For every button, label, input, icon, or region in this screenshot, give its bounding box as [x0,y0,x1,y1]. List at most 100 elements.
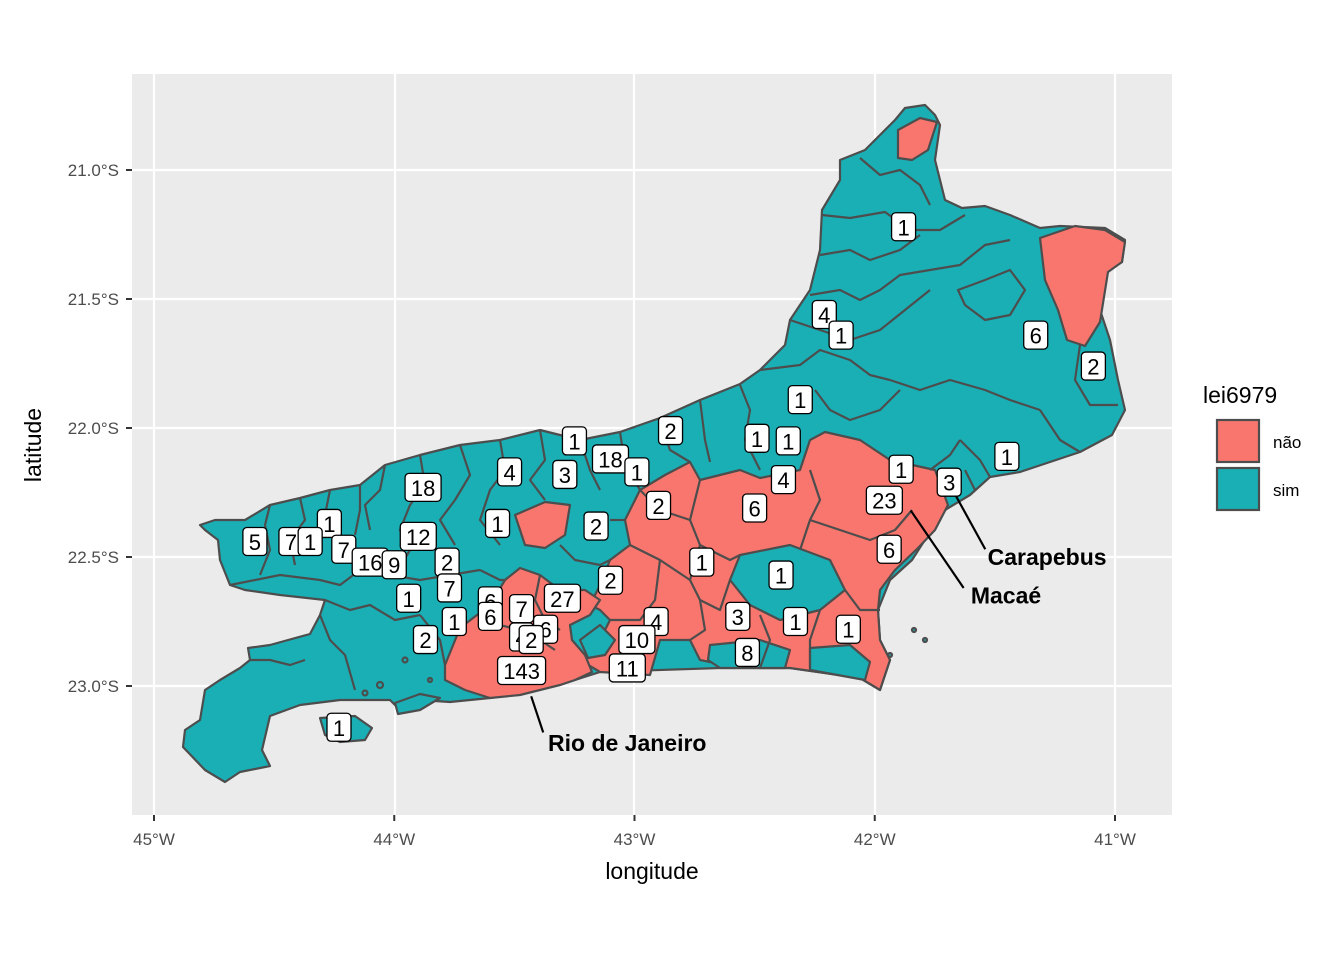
count-label-text: 2 [604,569,616,594]
count-label: 12 [399,521,437,552]
count-label: 143 [496,655,547,686]
count-label-text: 1 [448,610,460,635]
legend-key-sim [1215,466,1261,512]
count-label-box [689,547,715,577]
count-label-text: 1 [403,587,415,612]
count-label-box [624,457,650,487]
count-label: 27 [543,583,582,613]
y-tick-label: 22.5°S [68,548,119,567]
count-label-text: 8 [741,641,753,666]
count-label: 11 [608,653,646,683]
count-label: 2 [1080,351,1107,381]
count-label: 1 [888,454,914,484]
count-label-box [725,601,751,631]
count-label-text: 3 [559,463,571,488]
count-label-text: 18 [411,476,435,501]
x-tick-label: 42°W [854,830,896,849]
x-axis-title: longitude [605,858,698,884]
count-label: 9 [381,550,407,580]
count-label-box [543,583,582,613]
count-label-box [297,526,323,557]
count-label-text: 1 [782,429,794,454]
count-label: 2 [412,624,439,655]
count-label-text: 1 [631,460,643,485]
count-label-box [865,485,904,515]
count-label: 1 [624,457,650,487]
count-label: 3 [552,459,578,490]
count-label-text: 12 [406,525,430,550]
city-label: Macaé [971,583,1041,609]
count-label-text: 1 [304,530,316,555]
legend: lei6979 não sim [1203,382,1301,512]
count-label-box [441,606,467,637]
count-label: 16 [351,547,389,577]
count-label-text: 4 [503,460,515,485]
count-label-box [496,457,523,487]
count-label-box [552,459,578,490]
count-label-box [768,560,794,590]
count-label-text: 1 [323,512,335,537]
count-label-box [436,573,463,603]
count-label-box [775,426,801,456]
y-tick-label: 23.0°S [68,677,119,696]
count-label-box [242,526,268,557]
city-leader-line [953,491,987,550]
count-label-text: 23 [872,489,896,514]
count-label: 1 [828,320,854,350]
count-label: 1 [835,614,861,644]
count-label-text: 6 [484,605,496,630]
count-label-text: 2 [441,551,453,576]
count-label-box [782,606,809,637]
count-label: 7 [436,573,463,603]
count-label-box [404,472,442,502]
count-label-box [994,441,1020,472]
count-label: 1 [297,526,323,557]
count-label-text: 1 [835,324,847,349]
count-label: 2 [597,565,624,595]
count-label-text: 7 [515,597,527,622]
count-label-text: 3 [732,605,744,630]
count-label-box [744,423,770,453]
x-tick-label: 45°W [133,830,175,849]
count-label: 18 [591,444,630,474]
count-label: 5 [242,526,268,557]
count-label-text: 5 [249,530,261,555]
count-label-text: 6 [749,496,761,521]
count-label-text: 2 [1087,355,1099,380]
count-label-text: 2 [664,419,676,444]
count-label: 6 [876,534,902,564]
count-label: 1 [782,606,809,637]
count-label: 2 [657,415,684,446]
x-axis: 45°W 44°W 43°W 42°W 41°W [133,815,1136,849]
count-label-text: 11 [616,656,639,681]
count-label-box [835,614,861,644]
count-label-box [1023,320,1049,350]
count-label-box [734,637,761,668]
count-label-box [1080,351,1107,381]
count-label-text: 1 [568,429,580,454]
legend-label-sim: sim [1273,481,1299,500]
count-label: 4 [496,457,523,487]
count-label-box [484,508,511,539]
x-tick-label: 43°W [614,830,656,849]
city-label: Rio de Janeiro [548,730,706,756]
count-label: 2 [583,511,609,541]
count-label-text: 3 [943,471,955,496]
count-label: 1 [484,508,511,539]
state-base-region [181,103,1127,784]
count-label-text: 2 [590,515,602,540]
count-label: 1 [994,441,1020,472]
count-label: 6 [477,601,504,631]
count-label: 3 [936,467,962,497]
count-label: 3 [725,601,751,631]
count-label-text: 1 [895,458,907,483]
count-label-box [477,601,504,631]
count-label-text: 16 [358,551,382,576]
x-tick-label: 41°W [1094,830,1136,849]
count-label-text: 4 [818,303,830,328]
count-label-text: 1 [842,618,854,643]
count-label-text: 6 [883,538,895,563]
count-label-text: 4 [777,468,789,493]
